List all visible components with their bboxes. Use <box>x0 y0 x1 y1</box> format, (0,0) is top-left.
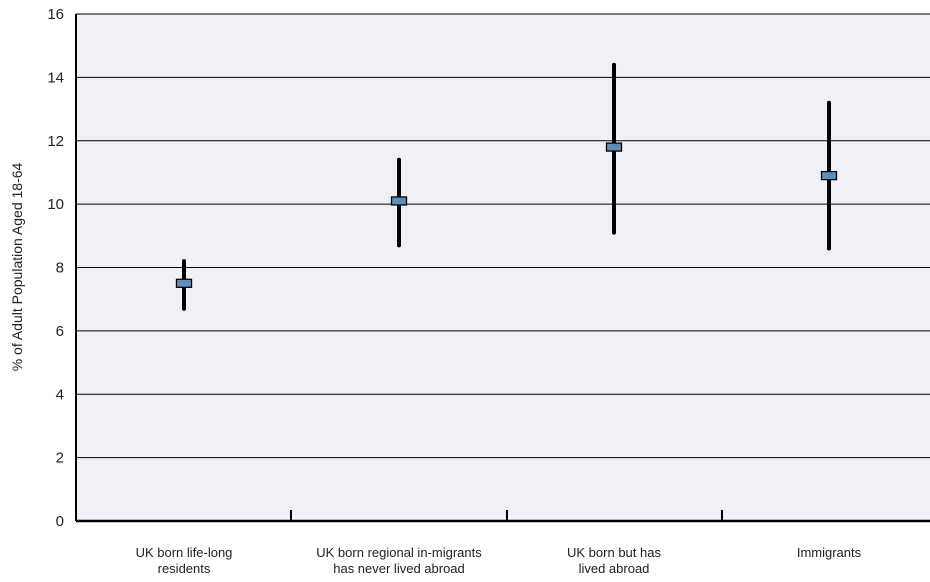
x-category-label-line: UK born regional in-migrants <box>316 545 482 560</box>
gridlines <box>76 13 930 459</box>
y-tick-label: 6 <box>56 323 64 340</box>
point-estimate-marker <box>175 278 193 288</box>
x-category-label-line: Immigrants <box>797 545 862 560</box>
axes <box>75 14 930 523</box>
x-category-label-line: residents <box>158 561 211 576</box>
y-tick-label: 10 <box>47 196 64 213</box>
y-tick-label: 8 <box>56 260 64 277</box>
y-tick-labels: 0 2 4 6 8 10 12 14 16 <box>47 6 64 530</box>
y-tick-label: 16 <box>47 6 64 23</box>
x-category-label-line: has never lived abroad <box>333 561 465 576</box>
point-estimate-marker <box>820 170 838 181</box>
y-tick-label: 2 <box>56 450 64 467</box>
y-axis-title: % of Adult Population Aged 18-64 <box>9 162 25 371</box>
x-category-label: UK born regional in-migrants has never li… <box>316 545 482 576</box>
x-category-label-line: UK born but has <box>567 545 661 560</box>
x-category-label: UK born life-long residents <box>136 545 233 576</box>
point-estimate-marker <box>390 196 408 206</box>
x-category-label: Immigrants <box>797 545 862 560</box>
category-labels: UK born life-long residents UK born region… <box>136 545 862 576</box>
point-estimate-marker <box>605 142 623 152</box>
y-tick-label: 4 <box>56 386 64 403</box>
x-category-label: UK born but has lived abroad <box>567 545 661 576</box>
x-category-label-line: UK born life-long <box>136 545 233 560</box>
error-bars <box>175 62 838 311</box>
x-category-label-line: lived abroad <box>579 561 650 576</box>
y-tick-label: 14 <box>47 69 64 86</box>
y-tick-label: 12 <box>47 133 64 150</box>
y-tick-label: 0 <box>56 513 64 530</box>
